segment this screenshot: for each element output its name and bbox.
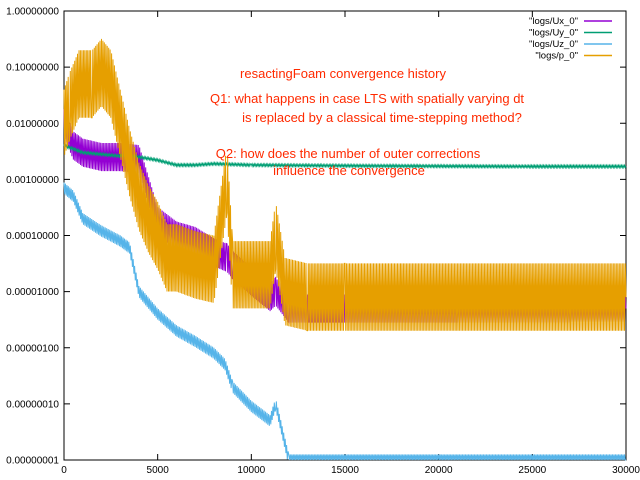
y-tick-label: 0.10000000 (6, 63, 59, 74)
annotation-text: influence the convergence (273, 163, 425, 178)
legend: "logs/Ux_0""logs/Uy_0""logs/Uz_0""logs/p… (529, 16, 612, 62)
x-tick-label: 0 (61, 465, 67, 476)
legend-label: "logs/Uy_0" (529, 28, 578, 39)
x-tick-label: 30000 (612, 465, 640, 476)
annotation-text: is replaced by a classical time-stepping… (242, 110, 522, 125)
x-tick-label: 5000 (147, 465, 170, 476)
annotation-text: resactingFoam convergence history (240, 66, 446, 81)
x-tick-label: 20000 (425, 465, 453, 476)
x-tick-label: 15000 (331, 465, 359, 476)
annotation-text: Q1: what happens in case LTS with spatia… (210, 91, 524, 106)
y-tick-label: 1.00000000 (6, 7, 59, 18)
y-tick-label: 0.00001000 (6, 287, 59, 298)
legend-label: "logs/p_0" (535, 51, 578, 62)
x-tick-label: 10000 (237, 465, 265, 476)
annotation-text: Q2: how does the number of outer correct… (216, 146, 481, 161)
legend-label: "logs/Ux_0" (529, 16, 578, 27)
y-tick-label: 0.00010000 (6, 231, 59, 242)
series-lines (63, 38, 627, 461)
y-tick-label: 0.01000000 (6, 119, 59, 130)
y-tick-label: 0.00000100 (6, 343, 59, 354)
x-tick-label: 25000 (518, 465, 546, 476)
annotations: resactingFoam convergence history Q1: wha… (210, 66, 524, 178)
series-line-1 (63, 143, 627, 170)
axis-ticks: 0 5000 10000 15000 20000 25000 30000 0.00000001… (6, 7, 640, 477)
series-line-2 (63, 182, 626, 461)
y-tick-label: 0.00000001 (6, 456, 59, 467)
legend-label: "logs/Uz_0" (529, 39, 578, 50)
y-tick-label: 0.00000010 (6, 399, 59, 410)
y-tick-label: 0.00100000 (6, 175, 59, 186)
series-line-3 (63, 38, 627, 332)
